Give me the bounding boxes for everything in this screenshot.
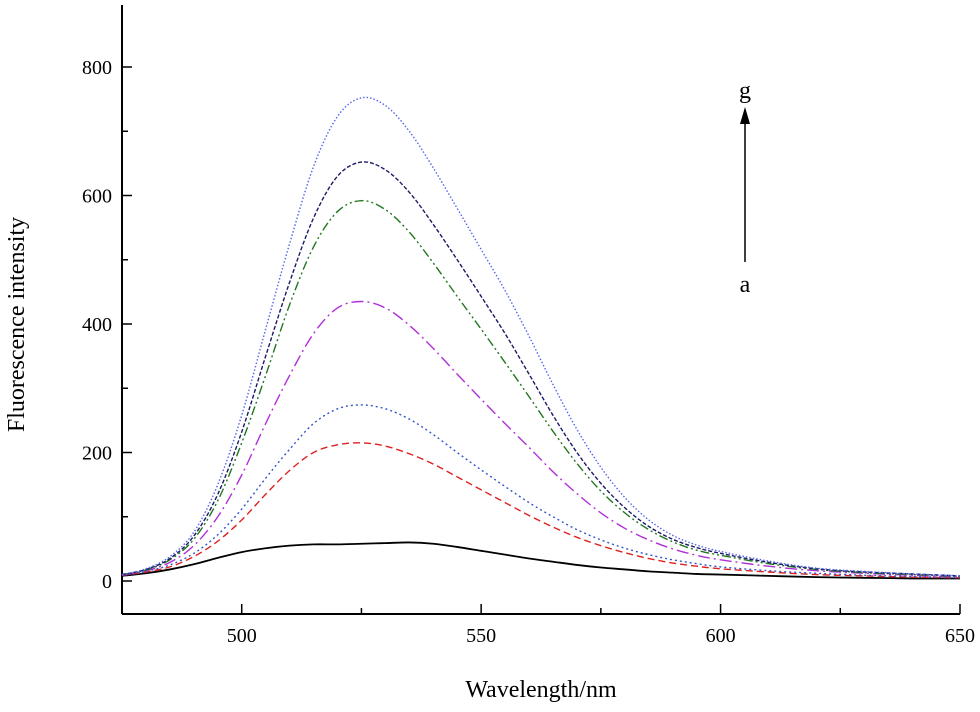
x-tick-label: 650 xyxy=(945,625,975,647)
series-line-7 xyxy=(121,96,961,577)
annotation-arrow-head xyxy=(740,107,750,124)
annotation-label-a: a xyxy=(740,272,751,298)
annotation: g a xyxy=(739,78,751,298)
series-line-4 xyxy=(121,300,961,578)
series-line-1 xyxy=(121,541,961,580)
series-line-3 xyxy=(121,404,961,579)
axes xyxy=(121,5,960,615)
ticks: 0 200 400 600 800 500 550 600 650 xyxy=(82,57,975,647)
y-tick-label: 200 xyxy=(82,443,112,465)
x-tick-label: 550 xyxy=(466,625,496,647)
y-axis-title: Fluorescence intensity xyxy=(4,217,30,432)
y-tick-label: 0 xyxy=(102,571,112,593)
series-lines xyxy=(121,96,961,580)
y-tick-label: 400 xyxy=(82,314,112,336)
x-tick-label: 500 xyxy=(227,625,257,647)
y-tick-label: 600 xyxy=(82,186,112,208)
annotation-label-g: g xyxy=(739,78,751,104)
y-tick-label: 800 xyxy=(82,57,112,79)
series-line-6 xyxy=(121,161,961,577)
series-line-2 xyxy=(121,442,961,579)
series-line-5 xyxy=(121,199,961,578)
x-axis-title: Wavelength/nm xyxy=(465,677,617,703)
x-tick-label: 600 xyxy=(706,625,736,647)
